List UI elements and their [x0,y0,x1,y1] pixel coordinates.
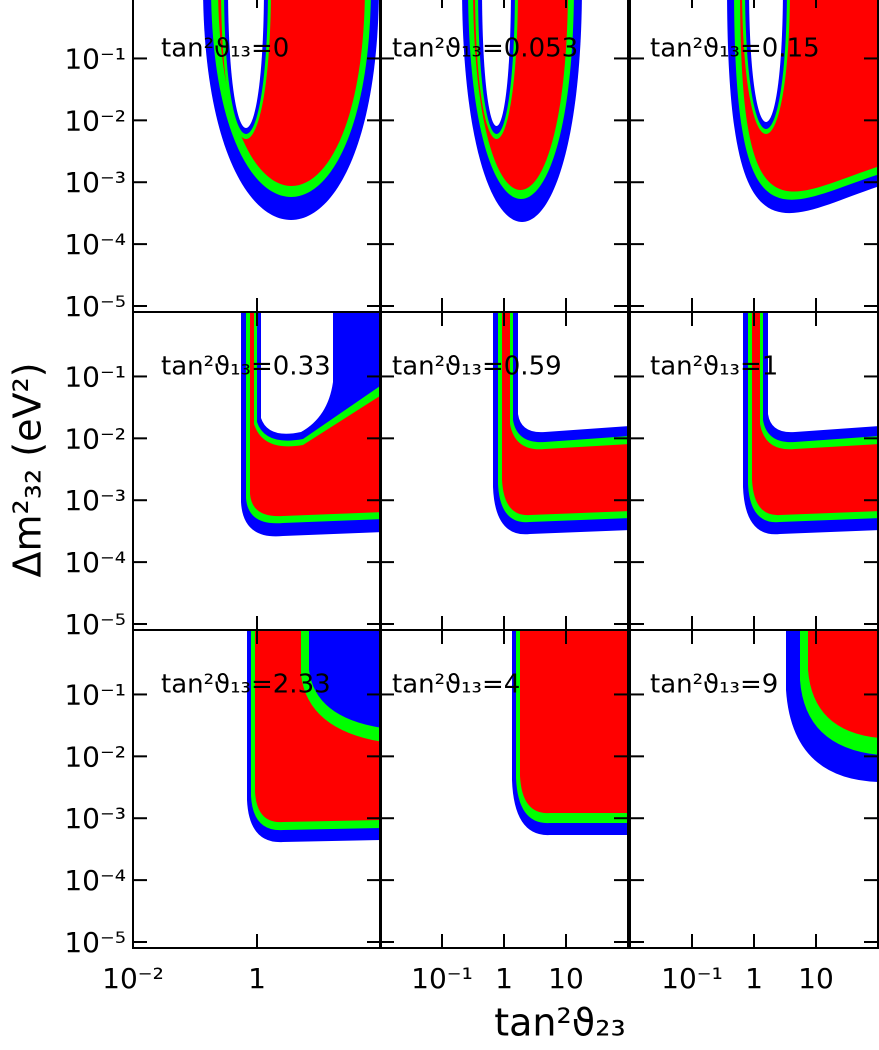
x-tick-label: 10⁻¹ [411,962,473,995]
panel [629,0,879,313]
regions [512,630,628,836]
y-tick-label: 10⁻⁵ [64,926,126,959]
panel-label: tan²ϑ₁₃=2.33 [161,670,331,700]
confidence-region [520,630,628,814]
panel [629,629,879,949]
panel-label: tan²ϑ₁₃=9 [650,670,778,700]
y-tick-label: 10⁻⁵ [64,608,126,641]
regions [203,0,379,220]
panel-label: tan²ϑ₁₃=0.33 [161,352,331,382]
y-tick-label: 10⁻¹ [64,678,126,711]
x-tick-label: 1 [745,962,763,995]
panel [379,629,629,949]
regions [727,0,878,214]
confidence-region [261,312,333,434]
regions [462,0,582,222]
regions [786,630,878,782]
regions [743,312,878,535]
confidence-region [768,312,878,433]
confidence-region [518,312,628,433]
y-tick-label: 10⁻² [64,422,126,455]
y-tick-label: 10⁻² [64,104,126,137]
panel [379,311,629,631]
x-tick-label: 1 [248,962,266,995]
confidence-region [228,0,264,128]
y-tick-label: 10⁻¹ [64,360,126,393]
confidence-region [482,0,511,126]
y-tick-label: 10⁻³ [64,166,126,199]
regions [493,312,628,535]
regions [241,312,381,537]
x-tick-label: 1 [495,962,513,995]
panel [132,0,382,313]
panel-label: tan²ϑ₁₃=1 [650,352,778,382]
y-tick-label: 10⁻² [64,740,126,773]
x-axis-label: tan²ϑ₂₃ [494,1001,626,1045]
x-tick-label: 10⁻² [102,962,164,995]
panel [379,0,629,313]
panel-label: tan²ϑ₁₃=0 [161,34,289,64]
y-tick-label: 10⁻¹ [64,42,126,75]
x-tick-label: 10 [798,962,834,995]
y-tick-label: 10⁻⁴ [64,864,126,897]
y-tick-label: 10⁻⁴ [64,546,126,579]
panel [132,311,382,631]
confidence-region [309,630,381,728]
regions [247,630,381,843]
panel-label: tan²ϑ₁₃=0.053 [392,34,578,64]
panel [132,629,382,949]
y-axis-label: Δm²₃₂ (eV²) [6,362,50,577]
y-tick-label: 10⁻⁴ [64,228,126,261]
y-tick-label: 10⁻³ [64,802,126,835]
x-tick-label: 10 [548,962,584,995]
panel-label: tan²ϑ₁₃=4 [392,670,520,700]
panel [629,311,879,631]
x-tick-label: 10⁻¹ [661,962,723,995]
y-tick-label: 10⁻⁵ [64,290,126,323]
confidence-region [808,630,878,738]
y-tick-label: 10⁻³ [64,484,126,517]
confidence-region [749,0,783,122]
panel-label: tan²ϑ₁₃=0.59 [392,352,562,382]
panel-label: tan²ϑ₁₃=0.15 [650,34,820,64]
